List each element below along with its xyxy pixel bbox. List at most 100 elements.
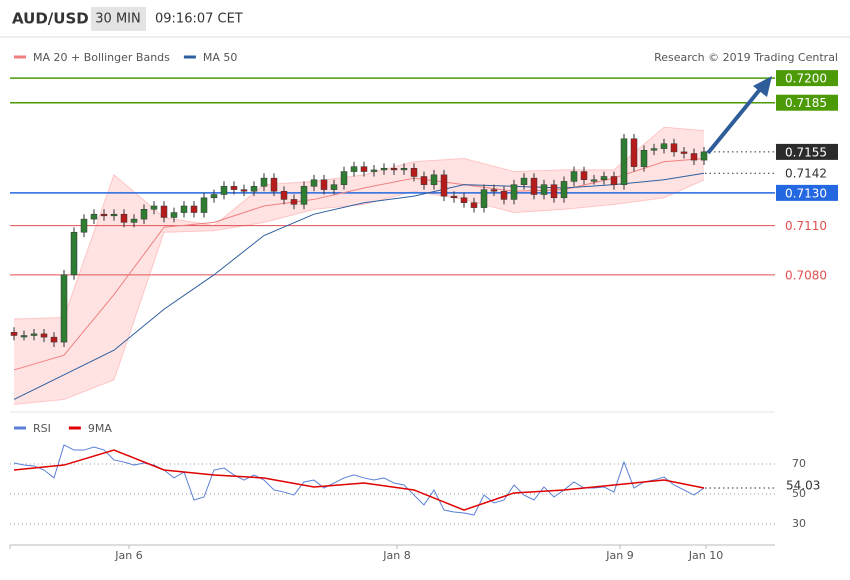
candle-body [320, 179, 328, 190]
candle-body [100, 213, 108, 217]
x-tick-label: Jan 9 [605, 549, 633, 562]
candle-body [600, 176, 608, 181]
level-box [776, 70, 838, 87]
candle-body [460, 197, 468, 203]
candle-body [480, 189, 488, 208]
candle-body [360, 166, 368, 172]
candle-body [520, 177, 528, 185]
candle-body [370, 169, 378, 172]
candle-body [620, 138, 628, 185]
candle-body [400, 168, 408, 171]
candle-body [350, 166, 358, 172]
candle-body [150, 205, 158, 210]
level-box [776, 94, 838, 111]
interval: 30 MIN [95, 12, 140, 27]
rsi-value-label: 54.03 [786, 478, 820, 492]
level-box [776, 165, 838, 182]
y-tick-label: 70 [792, 457, 806, 470]
candle-body [240, 189, 248, 192]
candle-body [300, 186, 308, 205]
candle-body [560, 181, 568, 199]
candle-body [330, 184, 338, 190]
bollinger-lower [13, 179, 705, 405]
ma20-line [13, 157, 705, 371]
y-tick-label: 50 [792, 487, 806, 500]
level-label: 0.7200 [785, 72, 827, 86]
bollinger-band [14, 127, 704, 405]
candle-body [580, 171, 588, 181]
candle-body [190, 205, 198, 213]
time: 09:16:07 CET [155, 12, 243, 27]
candle-body [470, 202, 478, 208]
level-label: 0.7185 [785, 96, 827, 110]
level-label: 0.7130 [785, 186, 827, 200]
level-box [776, 184, 838, 201]
level-box [776, 217, 838, 234]
candle-body [510, 184, 518, 200]
candle-body [550, 184, 558, 199]
candle-body [440, 174, 448, 197]
candle-body [530, 177, 538, 195]
legend-label: RSI [33, 422, 51, 435]
candle-body [380, 168, 388, 171]
candle-body [110, 213, 118, 217]
candle-body [160, 205, 168, 218]
candle-body [590, 179, 598, 182]
candle-body [340, 171, 348, 185]
candle-body [10, 331, 18, 336]
level-label: 0.7110 [785, 219, 827, 233]
candle-body [390, 168, 398, 171]
arrow-head [753, 76, 772, 97]
candle-body [60, 274, 68, 343]
candle-body [120, 213, 128, 223]
y-tick-label: 30 [792, 517, 806, 530]
candle-body [250, 186, 258, 192]
candle-body [660, 143, 668, 149]
x-tick-label: Jan 6 [114, 549, 142, 562]
candle-body [610, 176, 618, 185]
x-tick-label: Jan 10 [688, 549, 723, 562]
candle-body [450, 195, 458, 199]
candle-body [490, 189, 498, 192]
forecast-arrow [706, 85, 764, 155]
candle-body [90, 213, 98, 220]
candle-body [200, 197, 208, 213]
candle-body [210, 194, 218, 199]
level-label: 0.7080 [785, 268, 827, 282]
legend-label: MA 20 + Bollinger Bands [33, 51, 170, 64]
candle-body [170, 212, 178, 218]
level-box [776, 266, 838, 283]
credit: Research © 2019 Trading Central [654, 51, 838, 64]
legend-label: MA 50 [203, 51, 238, 64]
candle-body [130, 218, 138, 223]
candle-body [140, 209, 148, 220]
candle-body [570, 171, 578, 182]
level-label: 0.7155 [785, 145, 827, 159]
candle-body [700, 151, 708, 161]
candle-body [180, 205, 188, 213]
candle-body [540, 184, 548, 195]
candle-body [650, 148, 658, 151]
candle-body [40, 333, 48, 338]
candle-body [230, 186, 238, 190]
candle-body [410, 168, 418, 177]
candle-body [220, 186, 228, 195]
candle-body [20, 335, 28, 338]
candle-body [50, 336, 58, 343]
rsi-ma-line [13, 449, 705, 511]
symbol: AUD/USD [12, 10, 89, 28]
ma50-line [13, 172, 705, 400]
candle-body [630, 138, 638, 167]
candle-body [290, 199, 298, 205]
candle-body [280, 190, 288, 200]
interval-box [91, 7, 146, 31]
level-box [776, 143, 838, 160]
candle-body [70, 231, 78, 276]
candle-body [500, 190, 508, 200]
x-tick-label: Jan 8 [382, 549, 410, 562]
candle-body [680, 151, 688, 154]
legend-label: 9MA [88, 422, 112, 435]
candle-body [260, 177, 268, 187]
candle-body [30, 333, 38, 336]
